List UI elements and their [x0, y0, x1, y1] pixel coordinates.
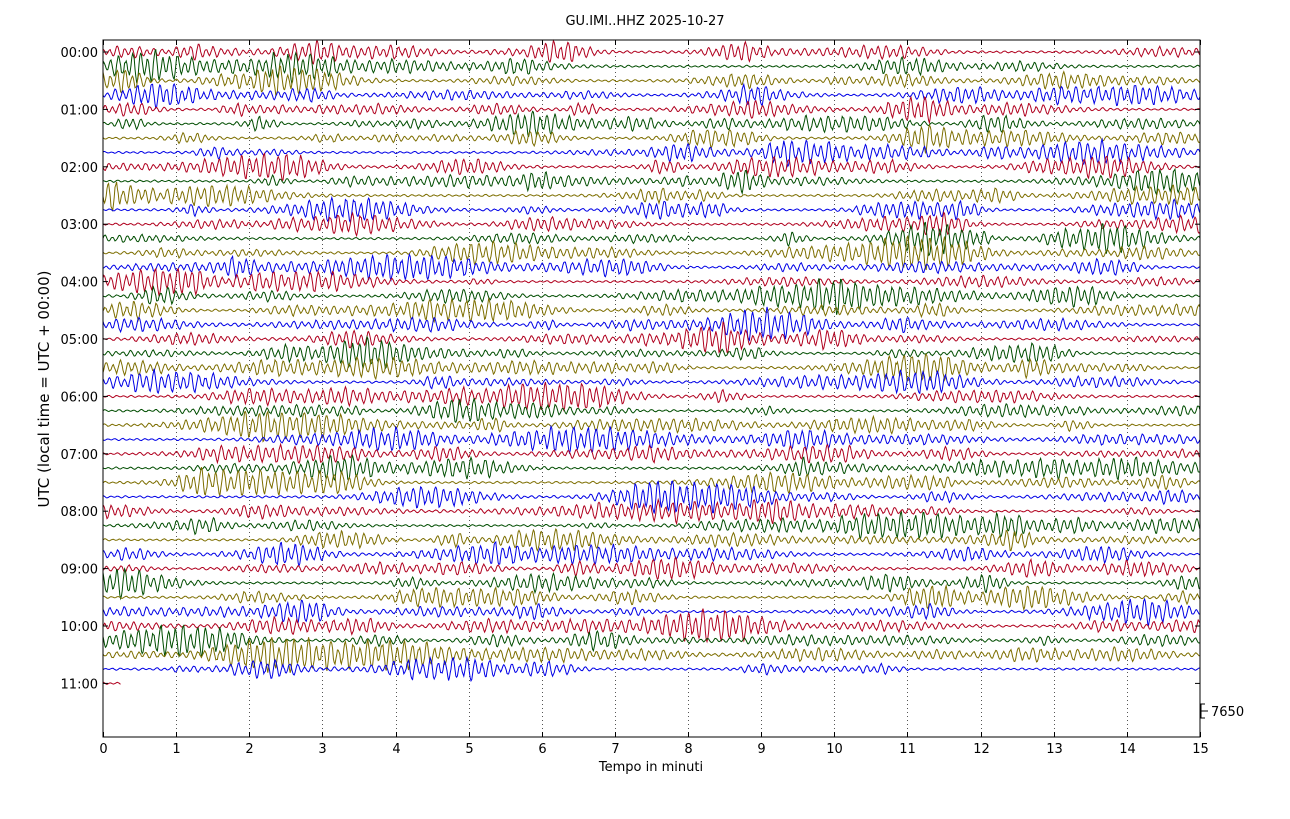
hour-label: 08:00 [61, 505, 98, 520]
trace-line [102, 195, 1201, 224]
trace-line [102, 480, 1201, 514]
hour-label: 04:00 [61, 276, 98, 291]
scale-bracket [1200, 703, 1208, 719]
trace-line [102, 655, 1200, 683]
hour-label: 11:00 [61, 677, 98, 692]
trace-line [102, 637, 1200, 673]
x-axis-label: Tempo in minuti [598, 760, 703, 775]
trace-line [102, 497, 1200, 526]
trace-line [102, 424, 1201, 455]
x-tick-label: 7 [611, 742, 619, 757]
x-tick-label: 0 [99, 742, 107, 757]
trace-line [102, 453, 1200, 481]
x-tick-label: 2 [245, 742, 253, 757]
x-tick-label: 3 [318, 742, 326, 757]
trace-line [102, 467, 1201, 497]
trace-line [102, 49, 1201, 86]
x-tick-label: 11 [899, 742, 916, 757]
trace-line [102, 556, 1201, 581]
x-tick-label: 14 [1119, 742, 1136, 757]
trace-line [102, 64, 1201, 98]
trace-line [102, 167, 1201, 197]
x-tick-label: 12 [973, 742, 990, 757]
trace-line [102, 95, 1200, 125]
trace-line [102, 321, 1201, 354]
trace-line [102, 368, 1201, 395]
trace-line [102, 110, 1201, 138]
trace-line [102, 137, 1201, 168]
trace-line [102, 510, 1201, 540]
trace-line [102, 82, 1201, 110]
x-tick-label: 5 [465, 742, 473, 757]
hour-label: 05:00 [61, 333, 98, 348]
trace-line [102, 540, 1201, 568]
trace-line [102, 252, 1200, 283]
hour-label: 10:00 [61, 620, 98, 635]
x-tick-label: 4 [392, 742, 400, 757]
trace-line [102, 597, 1200, 627]
trace-line [102, 221, 1201, 257]
trace-line [102, 410, 1201, 443]
y-axis-ticks: 00:00 01:00 02:00 03:00 04:00 05:00 06:00 07:00… [61, 46, 1200, 692]
hour-label: 07:00 [61, 448, 98, 463]
trace-line [102, 528, 1201, 552]
trace-line [102, 583, 1201, 612]
y-axis-label: UTC (local time = UTC + 00:00) [35, 271, 53, 508]
trace-line [102, 381, 1200, 412]
trace-line [102, 181, 1201, 212]
trace-line [102, 297, 1201, 324]
x-tick-label: 6 [538, 742, 546, 757]
hour-label: 09:00 [61, 563, 98, 578]
scale-label: 7650 [1211, 705, 1244, 720]
chart-title: GU.IMI..HHZ 2025-10-27 [565, 14, 724, 29]
trace-line [102, 567, 1201, 601]
trace-line [102, 353, 1200, 382]
trace-line [102, 39, 1201, 65]
x-tick-label: 10 [826, 742, 843, 757]
hour-label: 02:00 [61, 161, 98, 176]
hour-label: 03:00 [61, 218, 98, 233]
x-tick-label: 8 [684, 742, 692, 757]
x-axis-ticks: 0 1 2 3 4 5 6 7 8 9 10 11 12 13 14 15 [99, 40, 1209, 757]
trace-line [102, 234, 1201, 271]
x-tick-label: 13 [1046, 742, 1063, 757]
hour-label: 00:00 [61, 46, 98, 61]
trace-line [102, 397, 1201, 424]
hour-label: 01:00 [61, 103, 98, 118]
trace-line [102, 278, 1200, 315]
trace-line [102, 624, 1201, 659]
x-tick-label: 15 [1192, 742, 1209, 757]
plot-frame [102, 39, 1201, 738]
x-tick-label: 1 [172, 742, 180, 757]
trace-line [102, 681, 121, 685]
trace-line [102, 152, 1201, 182]
x-tick-label: 9 [757, 742, 765, 757]
trace-line [102, 306, 1200, 342]
trace-line [102, 608, 1201, 644]
trace-line [102, 123, 1201, 155]
seismogram-traces [102, 39, 1201, 685]
trace-line [102, 267, 1201, 297]
trace-line [102, 334, 1200, 370]
trace-line [102, 442, 1201, 465]
hour-label: 06:00 [61, 390, 98, 405]
trace-line [102, 211, 1201, 238]
scale-bar: 7650 [1200, 703, 1244, 720]
